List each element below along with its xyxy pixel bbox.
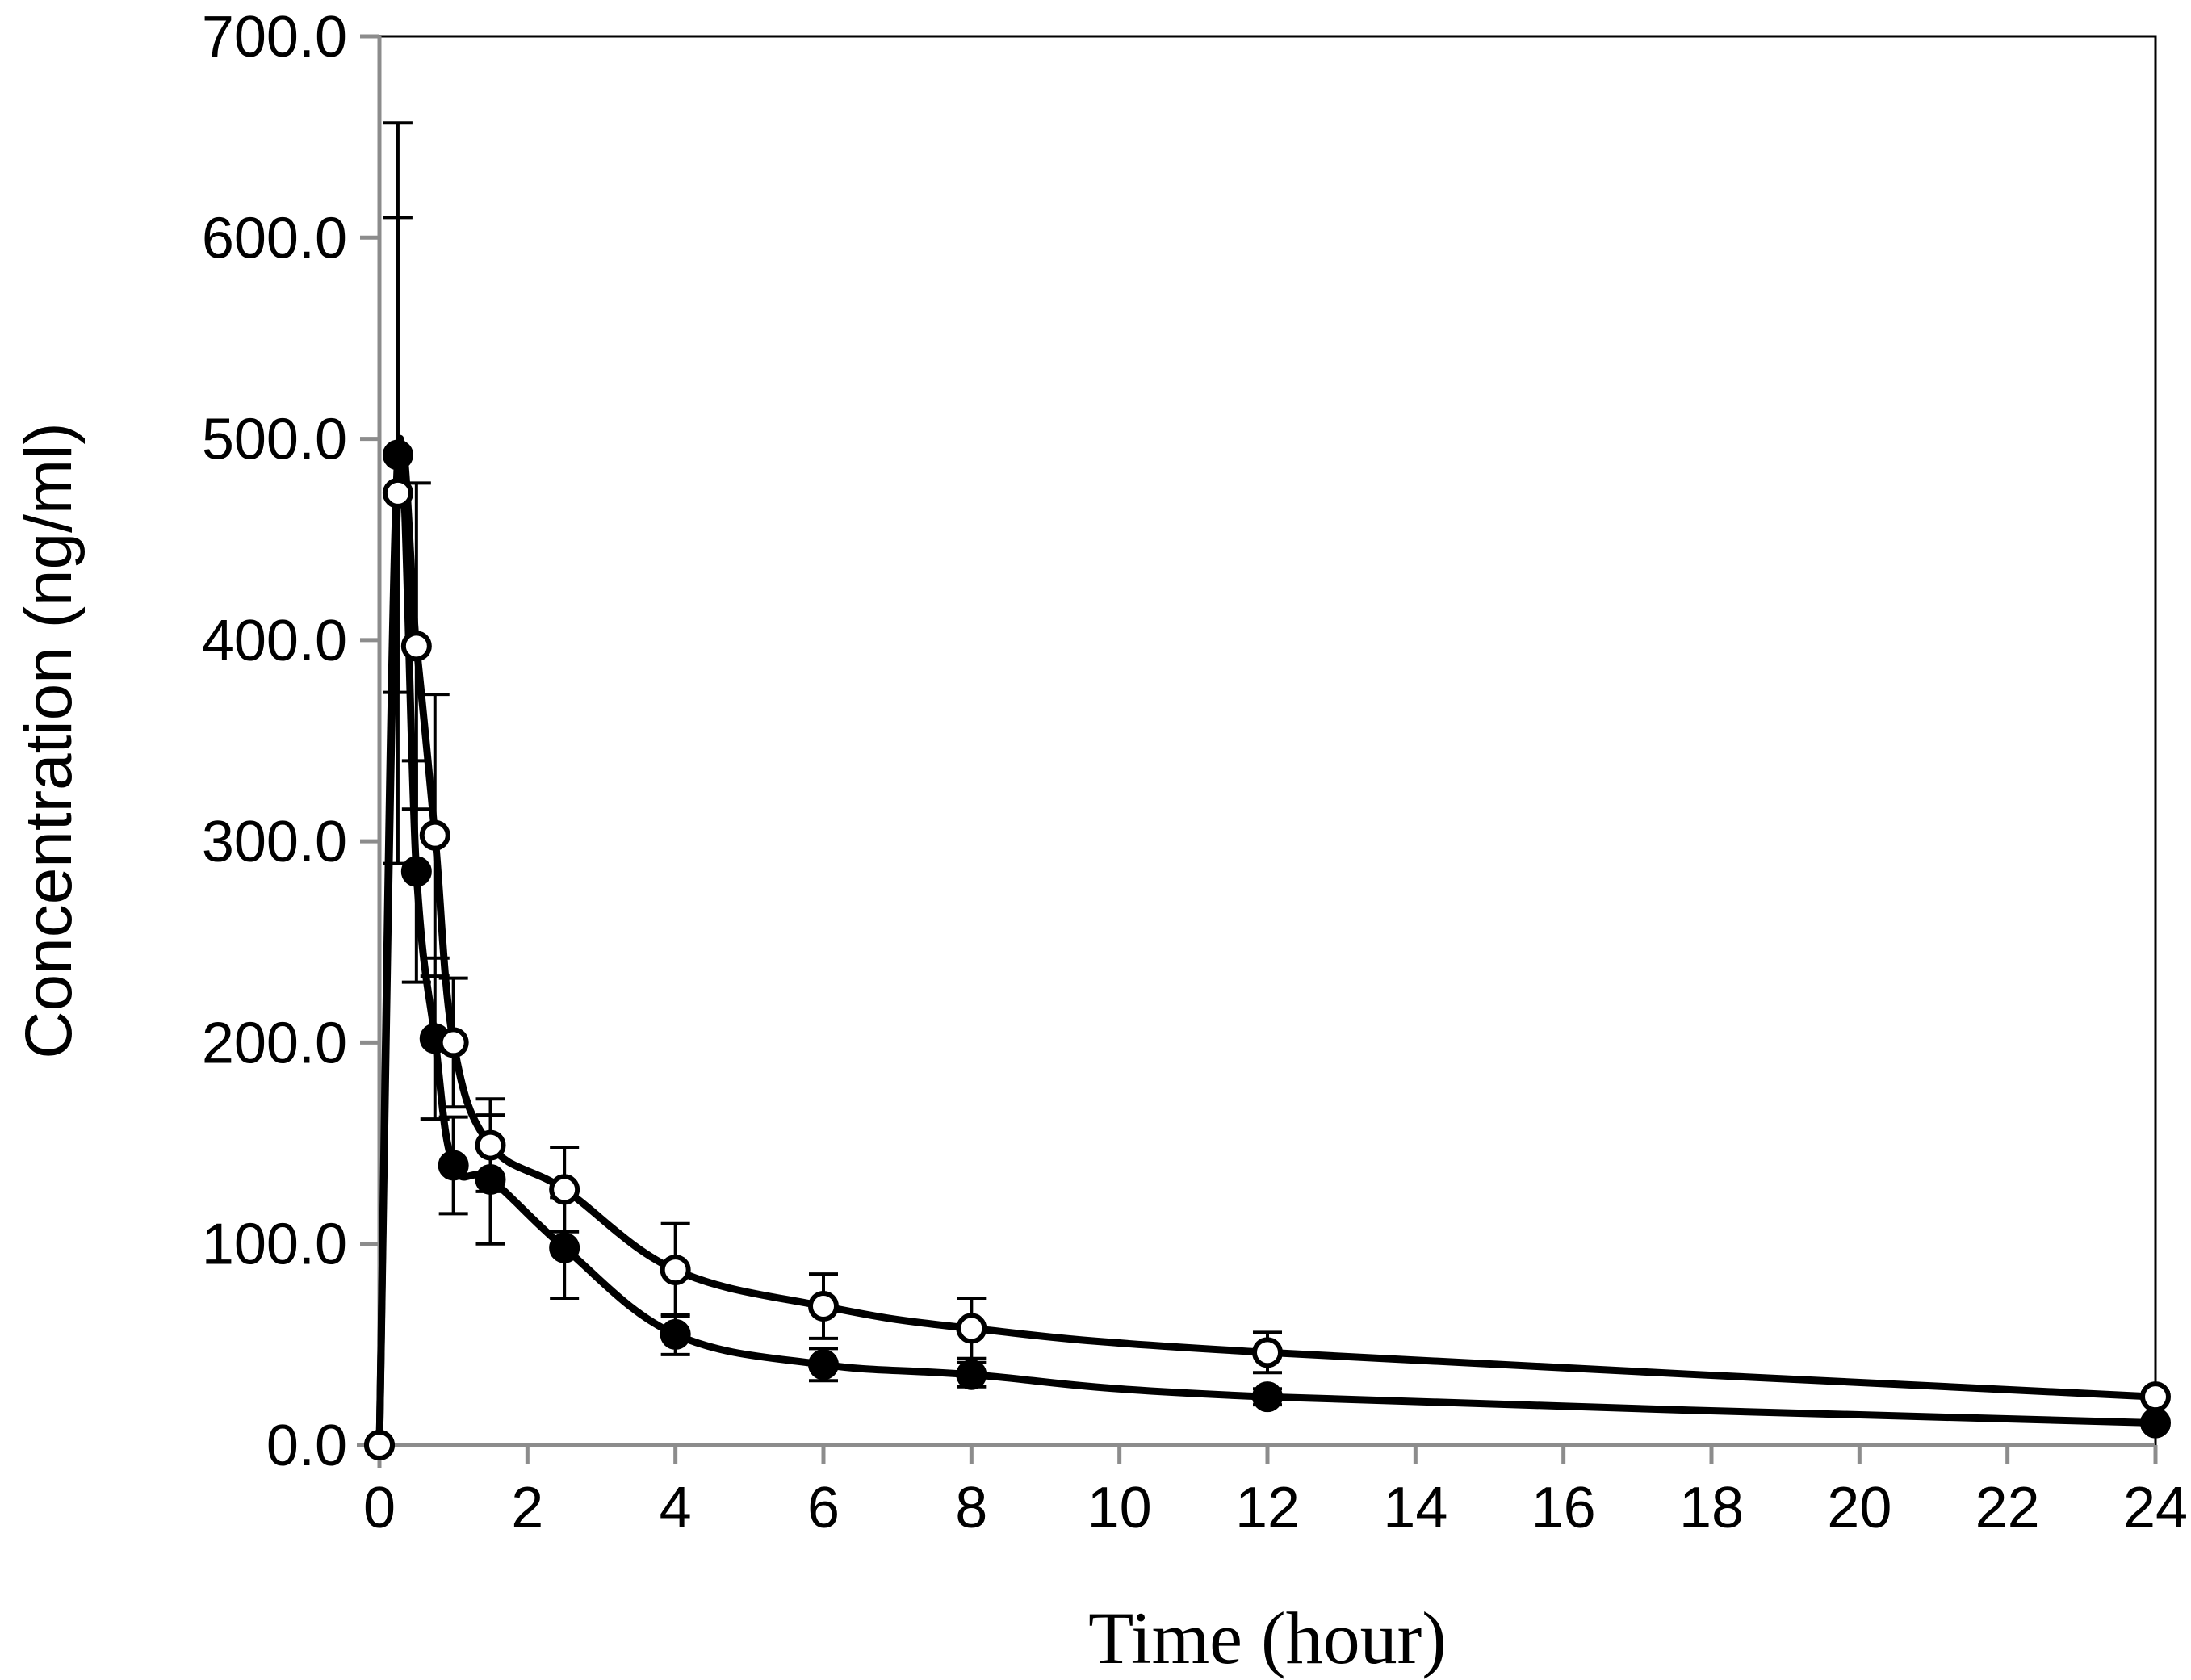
x-tick-label: 6 <box>807 1476 840 1540</box>
data-point <box>438 1150 469 1181</box>
plot-frame <box>378 35 2157 1447</box>
series-2 <box>364 121 2171 1460</box>
series-line <box>375 443 2156 1446</box>
data-point <box>549 1232 580 1263</box>
data-point <box>660 1255 691 1286</box>
y-tick-label: 100.0 <box>202 1213 347 1277</box>
y-tick-labels: 0.0 100.0 200.0 300.0 400.0 500.0 600.0 700.0 <box>202 5 347 1478</box>
data-point <box>382 477 413 509</box>
data-point <box>808 1349 839 1380</box>
data-point <box>808 1290 839 1322</box>
y-axis-title: Concentration (ng/ml) <box>12 422 86 1058</box>
series-line <box>375 434 2156 1446</box>
x-tick-label: 8 <box>955 1476 987 1540</box>
data-point <box>660 1318 691 1350</box>
data-point <box>438 1027 469 1058</box>
y-tick-label: 700.0 <box>202 5 347 69</box>
y-tick-label: 600.0 <box>202 206 347 270</box>
axes <box>357 34 2158 1468</box>
x-tick-label: 16 <box>1531 1476 1596 1540</box>
data-point <box>364 1430 395 1460</box>
x-tick-labels: 0 2 4 6 8 10 12 14 16 18 20 22 24 <box>363 1476 2188 1540</box>
y-tick-label: 0.0 <box>266 1414 347 1478</box>
x-tick-label: 10 <box>1087 1476 1152 1540</box>
data-point <box>419 819 450 851</box>
data-point <box>400 631 432 662</box>
x-tick-label: 18 <box>1679 1476 1744 1540</box>
data-point <box>2140 1381 2171 1413</box>
y-tick-label: 500.0 <box>202 408 347 472</box>
x-tick-label: 22 <box>1975 1476 2040 1540</box>
x-tick-label: 12 <box>1235 1476 1300 1540</box>
x-tick-label: 14 <box>1383 1476 1447 1540</box>
data-point <box>1252 1337 1283 1368</box>
data-point <box>956 1313 987 1344</box>
x-tick-label: 24 <box>2123 1476 2188 1540</box>
x-tick-label: 20 <box>1827 1476 1891 1540</box>
y-tick-label: 200.0 <box>202 1011 347 1075</box>
data-point <box>475 1129 506 1161</box>
x-tick-label: 0 <box>363 1476 396 1540</box>
series-1 <box>364 216 2171 1460</box>
data-point <box>956 1359 987 1390</box>
x-tick-label: 2 <box>511 1476 543 1540</box>
data-point <box>2140 1407 2171 1439</box>
x-axis-title: Time (hour) <box>1088 1597 1447 1679</box>
y-tick-label: 300.0 <box>202 810 347 874</box>
y-tick-label: 400.0 <box>202 609 347 673</box>
series-layer <box>364 121 2171 1460</box>
data-point <box>549 1174 580 1205</box>
data-point <box>1252 1381 1283 1413</box>
x-tick-label: 4 <box>660 1476 692 1540</box>
